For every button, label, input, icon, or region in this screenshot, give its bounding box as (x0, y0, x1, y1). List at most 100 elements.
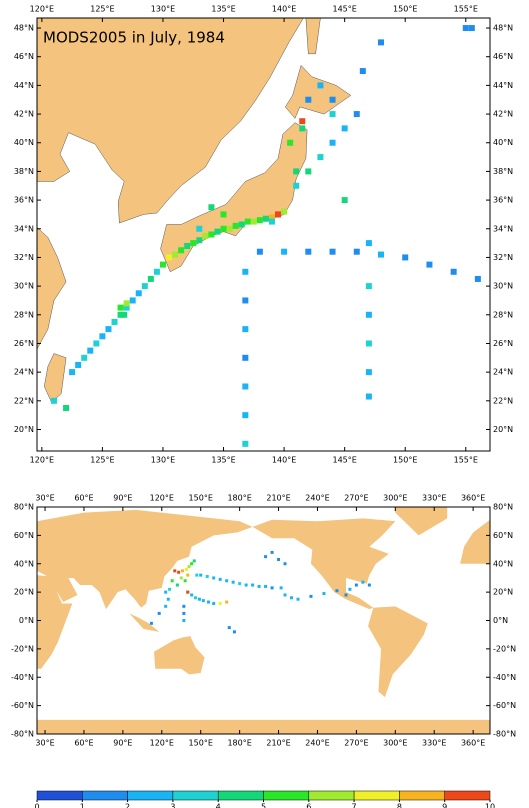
y-tick-label: 38°N (14, 167, 34, 176)
colorbar-label: 7 (352, 803, 357, 808)
obs-cell (75, 361, 82, 368)
y-tick-label: 0°N (19, 616, 34, 625)
obs-cell (232, 222, 239, 229)
x-tick-label: 130°E (151, 456, 175, 465)
x-tick-label: 90°E (113, 494, 132, 503)
y-tick-label: 40°N (493, 559, 513, 568)
obs-cell (296, 597, 300, 601)
obs-cell (178, 247, 185, 254)
x-tick-label: 130°E (151, 5, 175, 14)
obs-cell (105, 326, 112, 333)
obs-cell (50, 397, 57, 404)
y-tick-label: 26°N (493, 339, 513, 348)
y-tick-label: 40°N (14, 138, 34, 147)
y-tick-label: 24°N (493, 368, 513, 377)
y-tick-label: 24°N (14, 368, 34, 377)
obs-cell (354, 583, 358, 587)
obs-cell (268, 214, 275, 221)
y-tick-label: 32°N (14, 253, 34, 262)
y-tick-label: -60°N (493, 701, 516, 710)
land (395, 507, 448, 536)
y-tick-label: -40°N (493, 673, 516, 682)
x-tick-label: 240°E (305, 494, 329, 503)
obs-cell (329, 139, 336, 146)
obs-cell (335, 589, 339, 593)
obs-cell (177, 570, 181, 574)
y-tick-label: -80°N (493, 730, 516, 739)
obs-cell (182, 611, 186, 615)
y-tick-label: 60°N (493, 531, 513, 540)
obs-cell (322, 592, 326, 596)
y-tick-label: 40°N (493, 138, 513, 147)
obs-cell (462, 25, 469, 32)
y-tick-label: -20°N (11, 644, 34, 653)
obs-cell (184, 567, 188, 571)
obs-cell (225, 600, 229, 604)
land (368, 606, 428, 698)
y-tick-label: 48°N (493, 24, 513, 33)
obs-cell (426, 261, 433, 268)
obs-cell (173, 569, 177, 573)
obs-cell (329, 248, 336, 255)
obs-cell (192, 559, 196, 563)
obs-cell (256, 217, 263, 224)
land (252, 518, 396, 610)
land (284, 64, 352, 119)
obs-cell (290, 596, 294, 600)
x-tick-label: 180°E (227, 739, 251, 748)
colorbar-bin (127, 790, 174, 801)
obs-cell (242, 440, 249, 447)
y-tick-label: -40°N (11, 673, 34, 682)
x-tick-label: 120°E (30, 5, 54, 14)
obs-cell (365, 393, 372, 400)
colorbar-label: 8 (397, 803, 402, 808)
obs-cell (244, 583, 248, 587)
colorbar-label: 5 (261, 803, 266, 808)
obs-cell (468, 25, 475, 32)
obs-cell (268, 218, 275, 225)
y-tick-label: 36°N (493, 196, 513, 205)
obs-cell (256, 248, 263, 255)
obs-cell (117, 311, 124, 318)
x-tick-label: 120°E (30, 456, 54, 465)
frame (36, 17, 491, 452)
obs-cell (164, 590, 168, 594)
obs-cell (365, 369, 372, 376)
obs-cell (181, 569, 185, 573)
obs-cell (299, 125, 306, 132)
obs-cell (197, 597, 201, 601)
land (129, 613, 160, 632)
colorbar-bin (36, 790, 83, 801)
y-tick-label: 22°N (14, 396, 34, 405)
obs-cell (238, 582, 242, 586)
obs-cell (344, 593, 348, 597)
obs-cell (111, 318, 118, 325)
obs-cell (226, 225, 233, 232)
y-tick-label: 28°N (493, 310, 513, 319)
obs-cell (242, 297, 249, 304)
x-tick-label: 300°E (383, 739, 407, 748)
y-tick-label: 0°N (493, 616, 508, 625)
obs-cell (270, 550, 274, 554)
colorbar-label: 6 (306, 803, 311, 808)
y-tick-label: 22°N (493, 396, 513, 405)
obs-cell (329, 111, 336, 118)
obs-cell (81, 354, 88, 361)
land (37, 509, 253, 610)
obs-cell (99, 333, 106, 340)
obs-cell (149, 621, 153, 625)
colorbar-label: 4 (216, 803, 221, 808)
y-tick-label: 46°N (14, 52, 34, 61)
obs-cell (205, 575, 209, 579)
y-tick-label: 36°N (14, 196, 34, 205)
y-tick-label: 20°N (493, 588, 513, 597)
x-tick-label: 150°E (393, 456, 417, 465)
x-tick-label: 270°E (344, 739, 368, 748)
x-tick-label: 30°E (35, 739, 54, 748)
y-tick-label: 28°N (14, 310, 34, 319)
colorbar-bin (308, 790, 355, 801)
y-tick-label: 80°N (493, 503, 513, 512)
y-tick-label: 26°N (14, 339, 34, 348)
obs-cell (121, 311, 128, 318)
obs-cell (365, 311, 372, 318)
